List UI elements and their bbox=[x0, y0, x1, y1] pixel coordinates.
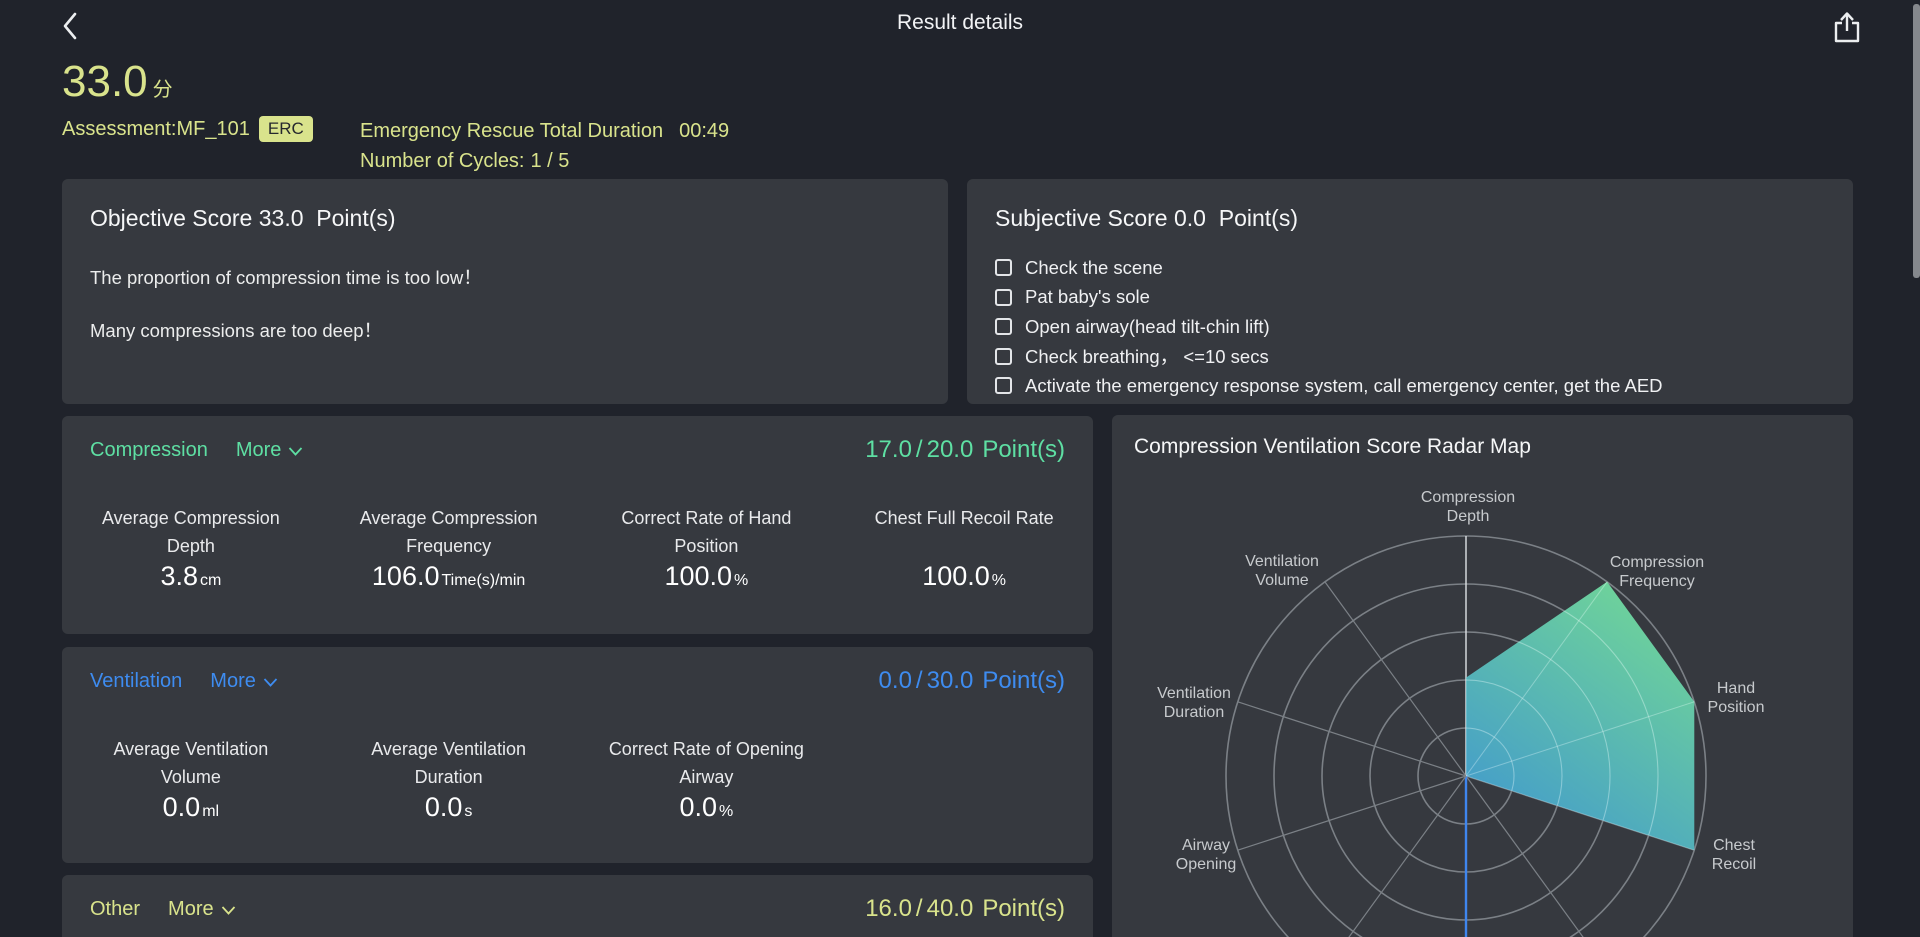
radar-axis-label-ventilation-volume: Ventilation Volume bbox=[1245, 553, 1319, 589]
radar-axis-label-compression-depth: Compression Depth bbox=[1420, 489, 1516, 525]
metric-empty bbox=[835, 735, 1093, 823]
radar-panel: Compression Ventilation Score Radar Map … bbox=[1112, 415, 1853, 937]
other-panel: Other More 16.0/40.0 Point(s) bbox=[62, 875, 1093, 937]
total-score: 33.0 分 bbox=[62, 58, 173, 114]
cycles-row: Number of Cycles: 1 / 5 bbox=[360, 150, 570, 172]
subjective-score-panel: Subjective Score 0.0 Point(s) Check the … bbox=[967, 179, 1853, 404]
metric-avg-compression-frequency: Average Compression Frequency 106.0 Time(… bbox=[359, 508, 538, 591]
metric-airway-open-rate: Correct Rate of Opening Airway 0.0% bbox=[608, 739, 804, 822]
rescue-duration-value: 00:49 bbox=[679, 120, 730, 142]
metric-hand-position-rate: Correct Rate of Hand Position 100.0% bbox=[621, 508, 792, 591]
ventilation-section-label: Ventilation bbox=[90, 669, 183, 692]
radar-axis-label-ventilation-duration: Ventilation Duration bbox=[1157, 685, 1231, 721]
objective-score-title: Objective Score 33.0 Point(s) bbox=[90, 205, 396, 231]
compression-more-button[interactable]: More bbox=[236, 439, 304, 462]
total-score-value: 33.0 bbox=[62, 57, 148, 106]
chevron-down-icon bbox=[289, 447, 303, 456]
checkbox-icon[interactable] bbox=[995, 259, 1012, 277]
compression-score: 17.0/20.0 Point(s) bbox=[865, 436, 1065, 463]
radar-axis-label-hand-position: Hand Position bbox=[1707, 680, 1765, 716]
ventilation-panel: Ventilation More 0.0/30.0 Point(s) Averag… bbox=[62, 647, 1093, 863]
share-export-icon bbox=[1834, 11, 1860, 42]
chevron-down-icon bbox=[263, 678, 278, 687]
checklist-item[interactable]: Activate the emergency response system, … bbox=[995, 371, 1833, 401]
other-more-button[interactable]: More bbox=[168, 898, 236, 921]
ventilation-more-button[interactable]: More bbox=[210, 670, 278, 693]
metric-chest-recoil-rate: Chest Full Recoil Rate 100.0% bbox=[874, 508, 1054, 591]
other-section-label: Other bbox=[90, 897, 141, 920]
checklist-item[interactable]: Pat baby's sole bbox=[995, 283, 1833, 313]
assessment-row: Assessment:MF_101 ERC bbox=[62, 116, 313, 142]
subjective-checklist: Check the scene Pat baby's sole Open air… bbox=[995, 253, 1833, 401]
duration-block: Emergency Rescue Total Duration 00:49 Num… bbox=[360, 116, 729, 176]
guideline-badge: ERC bbox=[258, 116, 313, 142]
objective-message: The proportion of compression time is to… bbox=[90, 267, 482, 288]
rescue-duration-row: Emergency Rescue Total Duration 00:49 bbox=[360, 120, 730, 142]
subjective-score-title: Subjective Score 0.0 Point(s) bbox=[995, 205, 1298, 231]
ventilation-score: 0.0/30.0 Point(s) bbox=[878, 667, 1065, 694]
checklist-item[interactable]: Open airway(head tilt-chin lift) bbox=[995, 312, 1833, 342]
cycles-value: 1 / 5 bbox=[530, 150, 570, 172]
checkbox-icon[interactable] bbox=[995, 347, 1012, 365]
radar-chart bbox=[1225, 535, 1707, 937]
total-score-unit: 分 bbox=[152, 79, 173, 101]
chevron-down-icon bbox=[221, 906, 235, 915]
checkbox-icon[interactable] bbox=[995, 288, 1012, 306]
checkbox-icon[interactable] bbox=[995, 377, 1012, 395]
chevron-left-icon bbox=[63, 12, 77, 40]
other-score: 16.0/40.0 Point(s) bbox=[865, 895, 1065, 922]
back-button[interactable] bbox=[52, 8, 88, 44]
page-title: Result details bbox=[896, 11, 1024, 34]
compression-panel: Compression More 17.0/20.0 Point(s) Avera… bbox=[62, 416, 1093, 634]
radar-axis-label-airway-opening: Airway Opening bbox=[1175, 837, 1237, 873]
checklist-item[interactable]: Check the scene bbox=[995, 253, 1833, 283]
share-button[interactable] bbox=[1828, 7, 1866, 47]
scrollbar-thumb[interactable] bbox=[1913, 4, 1920, 278]
metric-avg-compression-depth: Average Compression Depth 3.8 cm bbox=[101, 508, 280, 591]
metric-avg-ventilation-duration: Average Ventilation Duration 0.0 s bbox=[371, 739, 527, 822]
radar-title: Compression Ventilation Score Radar Map bbox=[1134, 435, 1531, 458]
radar-axis-label-chest-recoil: Chest Recoil bbox=[1711, 837, 1757, 873]
ventilation-metrics: Average Ventilation Volume 0.0 ml Average… bbox=[62, 735, 1093, 823]
checkbox-icon[interactable] bbox=[995, 318, 1012, 336]
compression-section-label: Compression bbox=[90, 438, 208, 461]
objective-message: Many compressions are too deep！ bbox=[90, 320, 383, 341]
metric-avg-ventilation-volume: Average Ventilation Volume 0.0 ml bbox=[113, 739, 269, 822]
checklist-item[interactable]: Check breathing， <=10 secs bbox=[995, 342, 1833, 372]
compression-metrics: Average Compression Depth 3.8 cm Average … bbox=[62, 504, 1093, 592]
assessment-label: Assessment:MF_101 bbox=[62, 117, 250, 140]
objective-score-panel: Objective Score 33.0 Point(s) The propor… bbox=[62, 179, 948, 404]
radar-axis-label-compression-frequency: Compression Frequency bbox=[1609, 554, 1705, 590]
